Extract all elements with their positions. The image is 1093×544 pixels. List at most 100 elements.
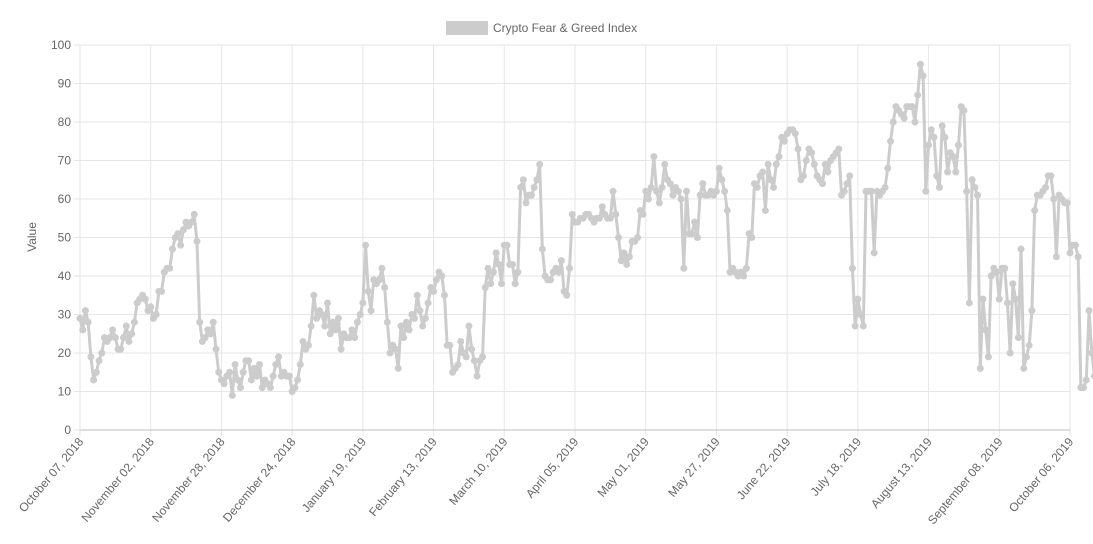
- data-point[interactable]: [190, 210, 198, 218]
- data-point[interactable]: [324, 299, 331, 307]
- data-point[interactable]: [721, 187, 729, 195]
- data-point[interactable]: [503, 241, 511, 249]
- data-point[interactable]: [1017, 245, 1025, 253]
- data-point[interactable]: [851, 322, 859, 330]
- data-point[interactable]: [98, 349, 106, 357]
- data-point[interactable]: [479, 353, 487, 361]
- data-point[interactable]: [623, 260, 631, 268]
- data-point[interactable]: [857, 311, 865, 318]
- data-point[interactable]: [688, 230, 696, 238]
- data-point[interactable]: [258, 384, 266, 392]
- data-point[interactable]: [647, 183, 655, 191]
- data-point[interactable]: [527, 191, 535, 199]
- data-point[interactable]: [642, 187, 650, 195]
- data-point[interactable]: [125, 337, 133, 345]
- data-point[interactable]: [141, 295, 149, 303]
- data-point[interactable]: [859, 322, 867, 330]
- data-point[interactable]: [174, 230, 182, 238]
- data-point[interactable]: [383, 318, 391, 326]
- data-point[interactable]: [949, 153, 957, 161]
- data-point[interactable]: [111, 334, 119, 342]
- data-point[interactable]: [307, 322, 315, 330]
- data-point[interactable]: [405, 326, 413, 334]
- data-point[interactable]: [808, 149, 816, 157]
- data-point[interactable]: [563, 291, 571, 299]
- data-point[interactable]: [76, 314, 84, 322]
- data-point[interactable]: [658, 183, 666, 191]
- data-point[interactable]: [495, 260, 503, 268]
- data-point[interactable]: [421, 314, 429, 322]
- data-point[interactable]: [1006, 349, 1014, 357]
- data-point[interactable]: [911, 118, 919, 126]
- data-point[interactable]: [1014, 334, 1022, 342]
- data-point[interactable]: [438, 272, 446, 280]
- data-point[interactable]: [1012, 295, 1020, 303]
- data-point[interactable]: [87, 353, 95, 361]
- data-point[interactable]: [193, 237, 201, 245]
- data-point[interactable]: [979, 295, 987, 303]
- data-point[interactable]: [411, 314, 419, 322]
- data-point[interactable]: [329, 318, 337, 326]
- data-point[interactable]: [944, 168, 952, 176]
- data-point[interactable]: [848, 264, 856, 272]
- data-point[interactable]: [810, 160, 818, 168]
- data-point[interactable]: [334, 314, 342, 322]
- data-point[interactable]: [356, 311, 364, 318]
- data-point[interactable]: [968, 176, 976, 184]
- data-point[interactable]: [666, 180, 674, 188]
- data-point[interactable]: [120, 334, 128, 342]
- data-point[interactable]: [655, 199, 663, 207]
- data-point[interactable]: [337, 345, 345, 353]
- data-point[interactable]: [440, 291, 448, 299]
- data-point[interactable]: [976, 364, 984, 372]
- data-point[interactable]: [772, 160, 780, 168]
- data-point[interactable]: [511, 280, 519, 288]
- data-point[interactable]: [296, 361, 304, 369]
- data-point[interactable]: [712, 187, 720, 195]
- data-point[interactable]: [1066, 249, 1074, 257]
- data-point[interactable]: [669, 191, 677, 199]
- data-point[interactable]: [835, 145, 843, 153]
- data-point[interactable]: [245, 357, 253, 365]
- data-point[interactable]: [644, 195, 652, 203]
- data-point[interactable]: [166, 264, 174, 272]
- data-point[interactable]: [291, 384, 299, 392]
- data-point[interactable]: [960, 106, 968, 114]
- data-point[interactable]: [927, 126, 935, 134]
- data-point[interactable]: [226, 368, 234, 376]
- data-point[interactable]: [677, 195, 685, 203]
- data-point[interactable]: [158, 287, 166, 295]
- data-point[interactable]: [375, 276, 383, 284]
- data-point[interactable]: [122, 322, 130, 330]
- data-point[interactable]: [285, 372, 293, 380]
- data-point[interactable]: [465, 322, 473, 330]
- data-point[interactable]: [889, 118, 897, 126]
- data-point[interactable]: [1020, 364, 1028, 372]
- data-point[interactable]: [207, 330, 215, 338]
- legend[interactable]: Crypto Fear & Greed Index: [446, 21, 637, 35]
- data-point[interactable]: [1042, 183, 1050, 191]
- data-point[interactable]: [987, 272, 995, 280]
- data-point[interactable]: [547, 276, 555, 284]
- data-point[interactable]: [615, 234, 623, 241]
- data-point[interactable]: [446, 341, 454, 349]
- data-point[interactable]: [1071, 241, 1079, 249]
- data-point[interactable]: [770, 183, 778, 191]
- data-point[interactable]: [1080, 384, 1088, 392]
- data-point[interactable]: [723, 207, 731, 215]
- data-point[interactable]: [432, 276, 440, 284]
- data-point[interactable]: [386, 349, 394, 357]
- data-point[interactable]: [799, 172, 807, 180]
- data-point[interactable]: [870, 249, 878, 257]
- data-point[interactable]: [304, 341, 312, 349]
- data-point[interactable]: [487, 280, 495, 288]
- data-point[interactable]: [764, 160, 772, 168]
- data-point[interactable]: [884, 164, 892, 172]
- data-point[interactable]: [933, 172, 941, 180]
- data-point[interactable]: [468, 345, 476, 353]
- data-point[interactable]: [397, 322, 405, 330]
- data-point[interactable]: [430, 287, 438, 295]
- data-point[interactable]: [753, 183, 761, 191]
- data-point[interactable]: [250, 364, 258, 372]
- data-point[interactable]: [748, 234, 756, 241]
